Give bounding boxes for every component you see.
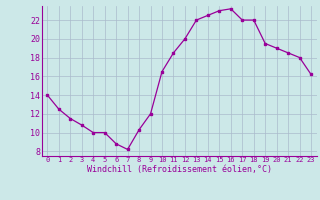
X-axis label: Windchill (Refroidissement éolien,°C): Windchill (Refroidissement éolien,°C) [87,165,272,174]
